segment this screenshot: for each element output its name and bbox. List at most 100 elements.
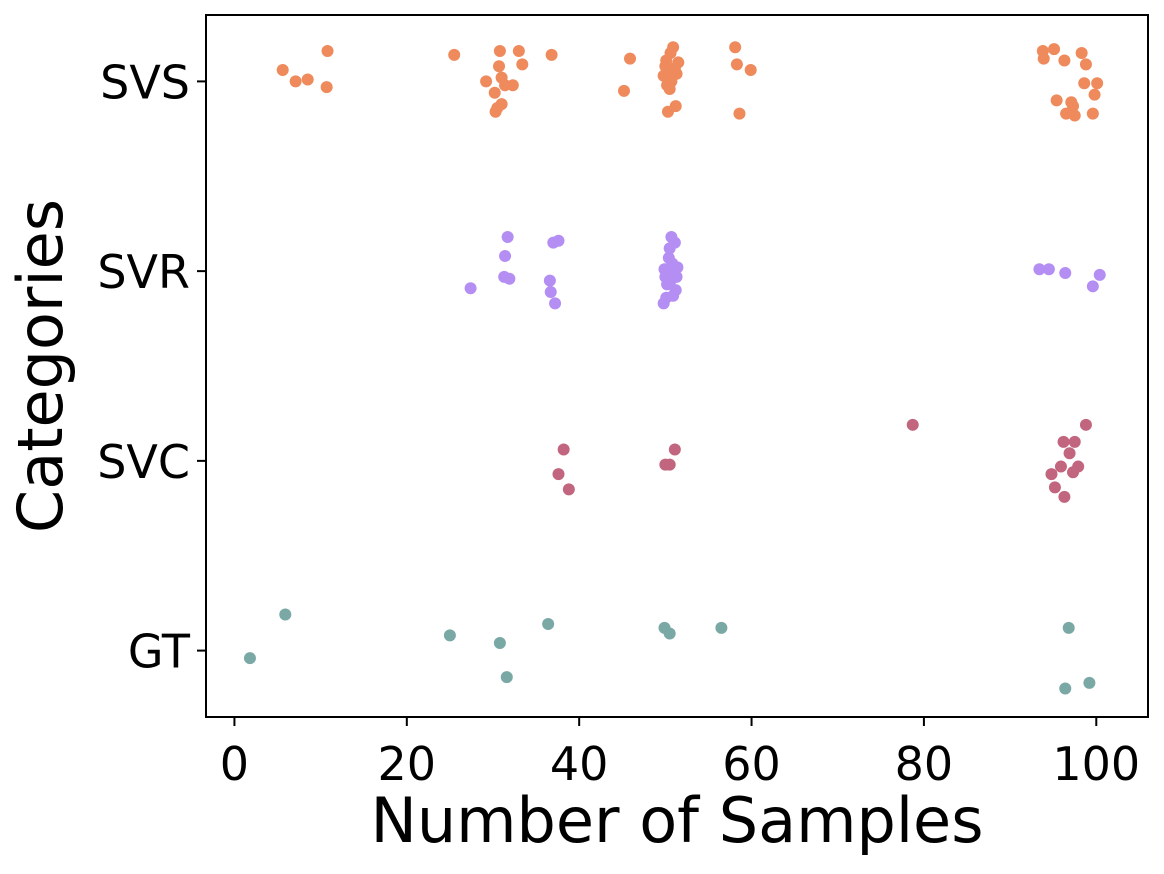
series-svc	[552, 418, 1092, 503]
data-point-svc	[1058, 490, 1071, 503]
x-axis-ticks: 0 20 40 60 80 100	[220, 717, 1140, 791]
data-point-svr	[1059, 267, 1072, 280]
data-point-svr	[499, 249, 512, 262]
data-point-svr	[1093, 268, 1106, 281]
data-point-svs	[488, 86, 501, 99]
data-point-svs	[1058, 54, 1071, 67]
data-point-svr	[671, 261, 684, 274]
series-svs	[276, 41, 1104, 122]
data-point-svr	[668, 236, 681, 249]
plot-frame	[205, 14, 1149, 718]
y-tick-label: SVC	[97, 435, 190, 489]
data-point-svs	[624, 52, 637, 65]
data-point-svr	[670, 270, 683, 283]
y-tick-label: SVR	[97, 245, 190, 299]
data-point-svs	[1067, 100, 1080, 113]
data-point-svs	[1078, 77, 1091, 90]
x-tick-label: 80	[895, 737, 954, 791]
data-point-svs	[1086, 107, 1099, 120]
data-point-svs	[733, 107, 746, 120]
data-point-svs	[1037, 52, 1050, 65]
data-point-svc	[906, 418, 919, 431]
data-point-svc	[1072, 460, 1085, 473]
data-point-gt	[1062, 621, 1075, 634]
data-point-svr	[501, 230, 514, 243]
x-tick-label: 40	[550, 737, 609, 791]
data-point-svc	[1045, 468, 1058, 481]
data-point-svr	[503, 272, 516, 285]
data-point-svs	[301, 73, 314, 86]
data-point-svs	[670, 67, 683, 80]
data-point-svc	[562, 483, 575, 496]
data-point-svs	[493, 45, 506, 58]
y-tick-label: GT	[128, 625, 191, 679]
y-tick-label: SVS	[100, 55, 190, 109]
data-point-svr	[544, 286, 557, 299]
data-point-gt	[279, 608, 292, 621]
data-point-svs	[729, 41, 742, 54]
data-point-svs	[1079, 58, 1092, 71]
data-point-svs	[667, 41, 680, 54]
data-point-gt	[243, 652, 256, 665]
data-point-gt	[715, 621, 728, 634]
x-axis-title: Number of Samples	[370, 784, 983, 857]
data-point-svc	[1063, 447, 1076, 460]
data-point-svr	[669, 284, 682, 297]
series-svr	[464, 230, 1106, 310]
data-point-svs	[1088, 88, 1101, 101]
data-point-svs	[669, 100, 682, 113]
y-axis-ticks: GT SVC SVR SVS	[97, 55, 206, 679]
data-point-svs	[493, 60, 506, 73]
y-axis-title: Categories	[4, 199, 77, 533]
x-tick-label: 100	[1052, 737, 1140, 791]
data-point-svs	[480, 75, 493, 88]
data-point-svr	[543, 274, 556, 287]
data-point-svs	[276, 64, 289, 77]
data-point-svc	[552, 468, 565, 481]
data-point-svs	[512, 45, 525, 58]
data-point-svs	[1068, 109, 1081, 122]
data-point-svc	[1054, 460, 1067, 473]
data-point-svc	[663, 458, 676, 471]
data-point-svr	[1086, 280, 1099, 293]
data-point-svr	[1033, 263, 1046, 276]
data-point-svc	[1068, 435, 1081, 448]
data-point-svs	[744, 64, 757, 77]
data-point-svs	[730, 58, 743, 71]
data-point-svr	[464, 282, 477, 295]
data-point-svs	[672, 56, 685, 69]
data-point-svc	[668, 443, 681, 456]
data-point-svs	[1048, 43, 1061, 56]
data-point-svs	[495, 98, 508, 111]
data-point-svs	[506, 79, 519, 92]
data-point-svr	[552, 234, 565, 247]
data-point-svs	[617, 84, 630, 97]
data-point-svs	[289, 75, 302, 88]
data-point-svs	[448, 48, 461, 61]
data-point-svs	[321, 45, 334, 58]
data-point-svs	[1075, 46, 1088, 59]
data-point-gt	[1059, 682, 1072, 695]
data-point-gt	[493, 637, 506, 650]
data-point-svc	[557, 443, 570, 456]
data-point-gt	[663, 627, 676, 640]
x-tick-label: 20	[378, 737, 437, 791]
series-gt	[243, 608, 1096, 695]
data-point-svs	[1091, 77, 1104, 90]
data-point-svs	[516, 58, 529, 71]
plot-points	[243, 41, 1106, 695]
data-point-gt	[500, 671, 513, 684]
x-tick-label: 0	[220, 737, 249, 791]
data-point-svc	[1057, 435, 1070, 448]
x-tick-label: 60	[722, 737, 781, 791]
data-point-svr	[549, 297, 562, 310]
data-point-gt	[443, 629, 456, 642]
data-point-svs	[320, 81, 333, 94]
data-point-gt	[1083, 676, 1096, 689]
data-point-svc	[1048, 481, 1061, 494]
data-point-svr	[1042, 263, 1055, 276]
data-point-svs	[545, 48, 558, 61]
data-point-svc	[1079, 418, 1092, 431]
data-point-svs	[1050, 94, 1063, 107]
